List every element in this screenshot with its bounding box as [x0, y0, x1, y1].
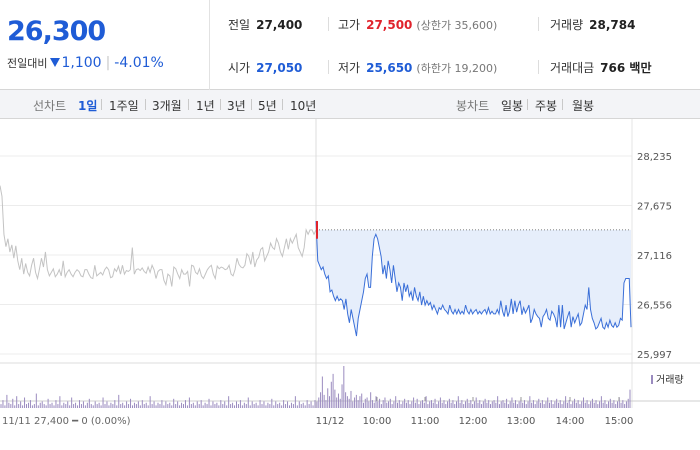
previous-day-line [0, 185, 317, 287]
volume-legend: 거래량 [656, 374, 684, 386]
x-tick-label: 10:00 [363, 416, 392, 427]
stat-value: 27,400 [256, 18, 303, 32]
toolbar-divider [101, 99, 102, 110]
change-rate: -4.01% [114, 55, 164, 71]
volume-legend-swatch [651, 375, 653, 384]
stat-low: 저가 25,650 (하한가 19,200) [338, 59, 497, 76]
current-price-box: 26,300 전일대비 1,100 | -4.01% [0, 0, 210, 90]
stat-label: 전일 [228, 18, 251, 32]
x-tick-label: 14:00 [556, 416, 585, 427]
change-value: 1,100 [61, 55, 102, 71]
y-tick-label: 26,556 [637, 301, 672, 312]
price-change: 전일대비 1,100 | -4.01% [7, 55, 164, 71]
previous-day-info: 11/11 27,400 ━ 0 (0.00%) [2, 416, 131, 427]
stat-high: 고가 27,500 (상한가 35,600) [338, 16, 497, 33]
x-axis: 11/12 10:00 11:00 12:00 13:00 14:00 15:00 [316, 397, 634, 427]
toolbar-divider [282, 99, 283, 110]
stat-divider [328, 60, 329, 74]
y-tick-label: 28,235 [637, 152, 672, 163]
today-price-line [315, 221, 632, 337]
stat-value: 766 백만 [600, 61, 652, 75]
stat-divider [328, 17, 329, 31]
quote-header: 26,300 전일대비 1,100 | -4.01% 전일 27,400 고가 27,50… [0, 0, 700, 90]
candle-weekly-tab[interactable]: 주봉 [535, 99, 558, 113]
stat-open: 시가 27,050 [228, 59, 302, 76]
stat-label: 시가 [228, 61, 251, 75]
stat-value: 27,500 [366, 18, 413, 32]
x-tick-label: 12:00 [459, 416, 488, 427]
toolbar-divider [251, 99, 252, 110]
range-5year-tab[interactable]: 5년 [258, 99, 277, 113]
stat-value: 28,784 [589, 18, 636, 32]
y-tick-label: 25,997 [637, 350, 672, 361]
toolbar-divider [562, 99, 563, 110]
volume-bars [0, 366, 631, 408]
line-chart-label: 선차트 [33, 99, 67, 113]
x-tick-label: 11/12 [316, 416, 345, 427]
stat-amount: 거래대금 766 백만 [550, 59, 651, 76]
y-tick-label: 27,675 [637, 202, 672, 213]
candle-chart-label: 봉차트 [456, 99, 490, 113]
range-1year-tab[interactable]: 1년 [196, 99, 215, 113]
range-1day-tab[interactable]: 1일 [78, 99, 98, 113]
lower-limit: (하한가 19,200) [416, 62, 498, 75]
stat-value: 25,650 [366, 61, 413, 75]
candle-daily-tab[interactable]: 일봉 [501, 99, 524, 113]
range-3year-tab[interactable]: 3년 [227, 99, 246, 113]
toolbar-divider [527, 99, 528, 110]
stat-label: 거래량 [550, 18, 584, 32]
x-tick-label: 13:00 [507, 416, 536, 427]
down-triangle-icon [50, 58, 61, 67]
current-price: 26,300 [7, 16, 106, 47]
chart-toolbar: 선차트 1일 1주일 3개월 1년 3년 5년 10년 봉차트 일봉 주봉 월봉 [0, 90, 700, 119]
stat-label: 거래대금 [550, 61, 595, 75]
toolbar-divider [220, 99, 221, 110]
today-area-fill [316, 221, 631, 337]
stat-value: 27,050 [256, 61, 303, 75]
toolbar-divider [145, 99, 146, 110]
range-3month-tab[interactable]: 3개월 [152, 99, 182, 113]
price-chart: 28,235 27,675 27,116 26,556 25,997 11/12 10:0… [0, 119, 700, 427]
y-axis: 28,235 27,675 27,116 26,556 25,997 [637, 152, 672, 361]
upper-limit: (상한가 35,600) [416, 19, 498, 32]
toolbar-divider [188, 99, 189, 110]
stat-divider [538, 60, 539, 74]
stat-prev-close: 전일 27,400 [228, 16, 302, 33]
y-tick-label: 27,116 [637, 251, 672, 262]
change-label: 전일대비 [7, 57, 48, 70]
range-10year-tab[interactable]: 10년 [290, 99, 317, 113]
x-tick-label: 15:00 [605, 416, 634, 427]
x-tick-label: 11:00 [411, 416, 440, 427]
range-1week-tab[interactable]: 1주일 [109, 99, 139, 113]
stat-divider [538, 17, 539, 31]
stat-label: 고가 [338, 18, 361, 32]
candle-monthly-tab[interactable]: 월봉 [572, 99, 595, 113]
stat-label: 저가 [338, 61, 361, 75]
change-divider: | [105, 55, 111, 71]
previous-day-series [0, 185, 317, 287]
today-series [315, 221, 632, 337]
stat-volume: 거래량 28,784 [550, 16, 635, 33]
